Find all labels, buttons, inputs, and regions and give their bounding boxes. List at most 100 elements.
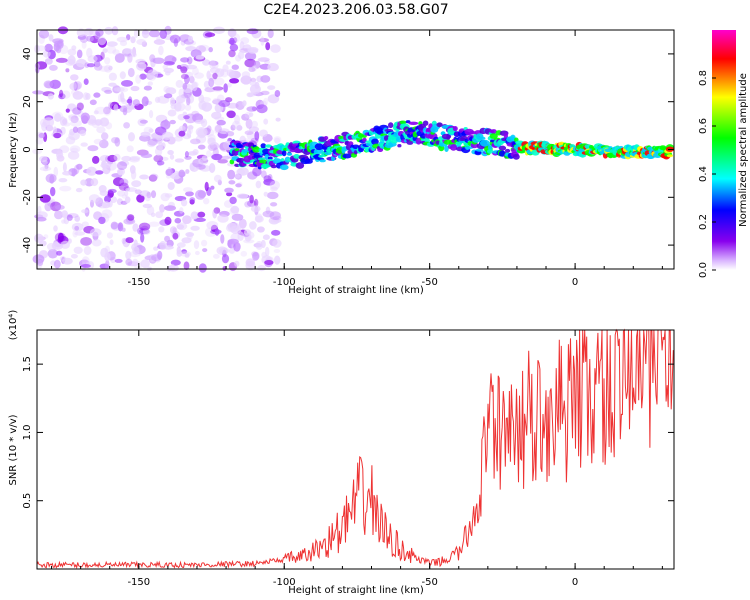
heatmap-cell (191, 81, 198, 92)
heatmap-cell (214, 228, 220, 236)
colorbar-gradient (712, 30, 736, 270)
heatmap-cell (93, 60, 101, 68)
heatmap-cell (197, 128, 207, 139)
heatmap-cell (240, 250, 248, 257)
spectrogram-y-label: Frequency (Hz) (8, 112, 19, 188)
heatmap-cell (399, 120, 407, 125)
heatmap-cell (126, 98, 133, 104)
heatmap-cell (53, 259, 61, 269)
heatmap-cell (203, 198, 210, 205)
heatmap-cell (353, 150, 358, 155)
heatmap-cell (231, 213, 244, 221)
heatmap-cell (164, 55, 177, 65)
heatmap-cell (244, 201, 252, 208)
heatmap-cell (100, 51, 105, 60)
heatmap-cell (70, 74, 79, 81)
heatmap-cell (474, 150, 482, 156)
heatmap-cell (256, 104, 268, 114)
heatmap-cell (274, 90, 281, 97)
heatmap-cell (169, 226, 177, 234)
heatmap-cell (49, 174, 55, 184)
heatmap-cell (104, 89, 113, 94)
heatmap-cell (228, 49, 236, 58)
heatmap-cell (70, 115, 79, 124)
heatmap-cell (132, 223, 139, 232)
heatmap-cell (230, 124, 236, 131)
heatmap-cell (104, 252, 111, 262)
heatmap-cell (186, 96, 191, 106)
heatmap-cell (449, 144, 458, 151)
heatmap-cell (54, 232, 66, 243)
heatmap-cell (151, 254, 162, 262)
heatmap-cell (92, 155, 100, 164)
heatmap-cell (176, 95, 186, 104)
heatmap-cell (239, 41, 245, 51)
heatmap-cell (166, 168, 174, 176)
heatmap-cell (83, 78, 89, 85)
heatmap-cell (165, 87, 177, 95)
heatmap-cell (117, 169, 124, 176)
heatmap-cell (490, 129, 497, 134)
heatmap-cell (163, 93, 173, 99)
heatmap-cell (81, 40, 87, 49)
heatmap-cell (257, 57, 270, 62)
heatmap-cell (140, 131, 151, 137)
heatmap-cell (273, 249, 281, 253)
heatmap-cell (141, 96, 149, 107)
heatmap-cell (178, 125, 186, 131)
heatmap-cell (274, 255, 281, 265)
heatmap-cell (488, 143, 493, 151)
heatmap-cell (79, 129, 87, 137)
heatmap-cell (190, 211, 199, 220)
heatmap-cell (236, 125, 243, 131)
heatmap-cell (263, 97, 269, 106)
heatmap-cell (72, 82, 77, 90)
heatmap-cell (128, 132, 135, 142)
y-tick-label: -40 (22, 237, 33, 253)
heatmap-cell (87, 145, 99, 152)
heatmap-cell (137, 227, 145, 235)
heatmap-cell (241, 71, 251, 78)
heatmap-cell (73, 246, 83, 254)
heatmap-cell (34, 233, 44, 243)
heatmap-cell (477, 136, 486, 141)
heatmap-cell (36, 258, 44, 267)
heatmap-cell (53, 166, 59, 177)
heatmap-cell (208, 47, 213, 53)
colorbar-tick-label: 0.0 (698, 262, 709, 278)
heatmap-cell (139, 73, 147, 80)
heatmap-cell (178, 88, 185, 98)
heatmap-cell (139, 134, 151, 142)
colorbar-tick-label: 0.2 (698, 214, 709, 230)
heatmap-cell (81, 221, 89, 227)
heatmap-cell (143, 85, 152, 91)
snr-x-label: Height of straight line (km) (288, 585, 424, 596)
heatmap-cell (136, 39, 147, 45)
heatmap-cell (286, 152, 293, 156)
heatmap-cell (512, 153, 520, 160)
heatmap-cell (68, 115, 76, 122)
heatmap-cell (55, 204, 65, 210)
heatmap-cell (86, 166, 97, 176)
heatmap-cell (154, 147, 163, 156)
heatmap-cell (99, 117, 110, 127)
heatmap-cell (204, 32, 216, 37)
heatmap-cell (120, 97, 126, 103)
heatmap-cell (114, 53, 125, 63)
heatmap-cell (444, 145, 449, 152)
heatmap-cell (148, 221, 160, 227)
heatmap-cell (140, 259, 150, 269)
heatmap-cell (164, 216, 172, 225)
heatmap-cell (130, 36, 136, 44)
heatmap-cell (208, 60, 219, 66)
heatmap-cell (189, 197, 196, 203)
heatmap-cell (155, 211, 164, 219)
y-tick-label: 40 (22, 48, 33, 61)
heatmap-cell (80, 237, 92, 246)
heatmap-cell (76, 58, 87, 68)
heatmap-cell (47, 93, 54, 100)
heatmap-cell (99, 139, 109, 149)
heatmap-cell (183, 115, 190, 120)
heatmap-cell (163, 61, 175, 66)
heatmap-cell (203, 80, 210, 89)
